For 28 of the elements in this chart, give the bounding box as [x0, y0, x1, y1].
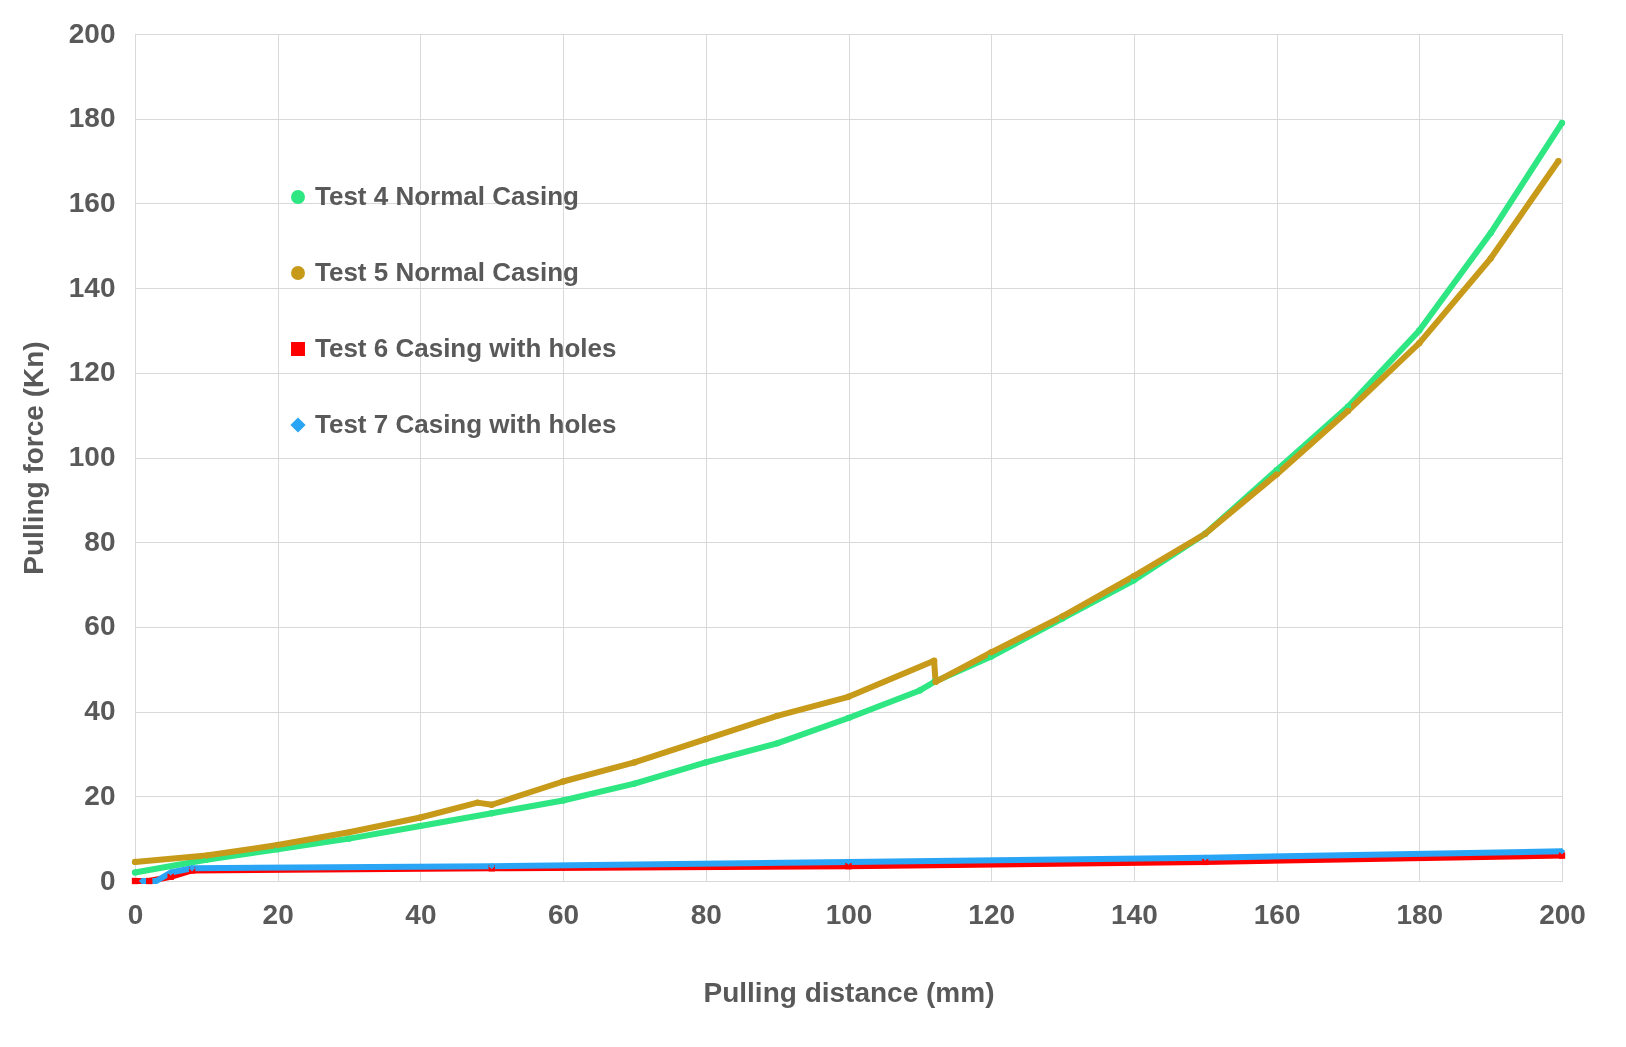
y-tick-label: 0 — [99, 864, 116, 896]
x-tick-label: 80 — [690, 898, 722, 930]
y-tick-label: 180 — [68, 102, 116, 134]
y-tick-label: 60 — [84, 610, 116, 642]
y-tick-label: 80 — [84, 525, 116, 557]
x-tick-label: 180 — [1396, 898, 1444, 930]
y-tick-label: 160 — [68, 186, 116, 218]
x-tick-label: 60 — [548, 898, 580, 930]
x-tick-label: 40 — [405, 898, 437, 930]
x-tick-label: 160 — [1253, 898, 1301, 930]
y-tick-label: 140 — [68, 271, 116, 303]
x-tick-label: 200 — [1539, 898, 1586, 930]
y-tick-label: 20 — [84, 779, 116, 811]
legend-label: Test 5 Normal Casing — [315, 257, 579, 287]
y-tick-label: 200 — [68, 17, 116, 49]
y-tick-label: 120 — [68, 356, 116, 388]
y-tick-label: 40 — [84, 695, 116, 727]
y-axis-title: Pulling force (Kn) — [17, 341, 49, 575]
x-tick-label: 20 — [262, 898, 294, 930]
x-tick-label: 0 — [127, 898, 144, 930]
legend-label: Test 7 Casing with holes — [315, 409, 617, 439]
x-tick-label: 120 — [968, 898, 1016, 930]
x-axis-title: Pulling distance (mm) — [703, 976, 995, 1008]
x-tick-label: 100 — [825, 898, 873, 930]
legend-label: Test 4 Normal Casing — [315, 181, 579, 211]
x-tick-label: 140 — [1111, 898, 1158, 930]
y-tick-label: 100 — [68, 441, 116, 472]
legend-label: Test 6 Casing with holes — [315, 333, 617, 363]
